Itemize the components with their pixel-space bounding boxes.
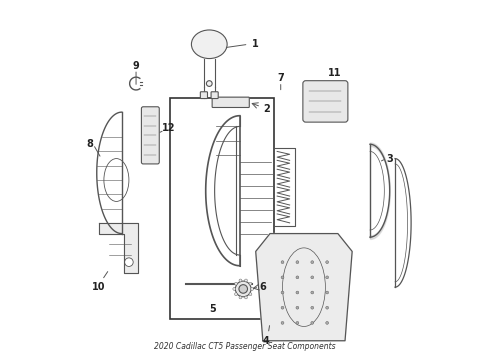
Text: 1: 1 [252, 39, 259, 49]
Text: 4: 4 [263, 336, 270, 346]
Circle shape [296, 306, 299, 309]
Circle shape [245, 296, 247, 299]
Circle shape [124, 258, 133, 266]
FancyBboxPatch shape [200, 92, 207, 99]
Circle shape [206, 81, 212, 86]
Polygon shape [98, 223, 138, 273]
Circle shape [281, 261, 284, 264]
Circle shape [326, 321, 329, 324]
Circle shape [326, 276, 329, 279]
Circle shape [245, 279, 247, 282]
Circle shape [311, 306, 314, 309]
Circle shape [281, 276, 284, 279]
Circle shape [311, 261, 314, 264]
Text: 2020 Cadillac CT5 Passenger Seat Components: 2020 Cadillac CT5 Passenger Seat Compone… [154, 342, 336, 351]
FancyBboxPatch shape [211, 92, 218, 99]
Circle shape [281, 291, 284, 294]
Circle shape [235, 293, 238, 296]
Text: 10: 10 [92, 282, 105, 292]
Circle shape [239, 285, 247, 293]
Circle shape [233, 288, 236, 291]
Text: 8: 8 [86, 139, 93, 149]
Circle shape [296, 276, 299, 279]
Circle shape [281, 306, 284, 309]
Text: 5: 5 [210, 303, 216, 314]
Text: 6: 6 [260, 282, 266, 292]
Circle shape [251, 288, 253, 291]
FancyBboxPatch shape [142, 107, 159, 164]
Circle shape [239, 296, 242, 299]
Text: 9: 9 [133, 61, 140, 71]
Circle shape [326, 291, 329, 294]
Text: 2: 2 [263, 104, 270, 113]
Circle shape [296, 291, 299, 294]
Circle shape [296, 261, 299, 264]
Circle shape [296, 321, 299, 324]
Text: 12: 12 [161, 123, 175, 133]
Text: 11: 11 [327, 68, 341, 78]
Text: 7: 7 [277, 73, 284, 83]
Circle shape [311, 291, 314, 294]
Circle shape [326, 261, 329, 264]
Circle shape [239, 279, 242, 282]
Text: 3: 3 [386, 154, 393, 163]
Circle shape [249, 293, 252, 296]
Circle shape [311, 276, 314, 279]
Circle shape [235, 281, 251, 297]
Ellipse shape [192, 30, 227, 59]
Polygon shape [256, 234, 352, 341]
FancyBboxPatch shape [303, 81, 348, 122]
FancyBboxPatch shape [212, 97, 249, 108]
Circle shape [249, 282, 252, 285]
Circle shape [326, 306, 329, 309]
Circle shape [311, 321, 314, 324]
Circle shape [281, 321, 284, 324]
Circle shape [235, 282, 238, 285]
